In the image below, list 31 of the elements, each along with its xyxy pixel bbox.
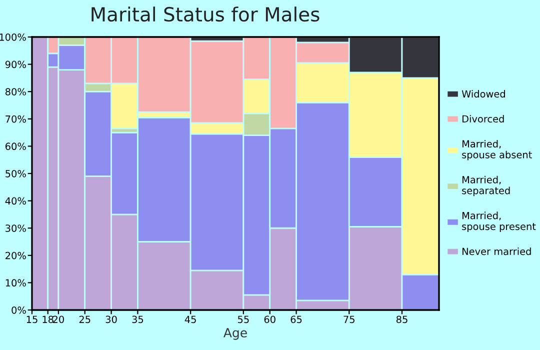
y-tick-label: 10% (6, 279, 26, 287)
y-tick-label: 50% (6, 170, 26, 178)
chart-title: Marital Status for Males (92, 6, 320, 22)
y-tick-label: 60% (6, 142, 26, 150)
y-tick-label: 0% (12, 306, 26, 314)
x-tick-label: 60 (264, 316, 276, 324)
x-tick-label: 55 (238, 316, 249, 324)
legend-label: Married, spouse present (462, 212, 536, 232)
x-tick-label: 75 (344, 316, 354, 324)
x-tick-label: 15 (26, 316, 38, 324)
legend-label: Never married (462, 248, 531, 256)
x-tick-label: 18 (42, 316, 54, 324)
x-axis-title: Age (224, 328, 247, 340)
y-tick-label: 40% (5, 197, 26, 205)
x-tick-label: 85 (396, 316, 408, 324)
x-tick-label: 30 (106, 316, 117, 324)
legend-label: Married, spouse absent (462, 140, 532, 160)
legend-label: Divorced (462, 115, 504, 123)
y-tick-label: 70% (6, 115, 26, 123)
y-tick-label: 20% (6, 252, 26, 260)
y-tick-label: 30% (6, 224, 26, 232)
x-tick-label: 65 (290, 316, 302, 324)
y-tick-label: 100% (0, 33, 26, 41)
x-tick-label: 35 (132, 316, 144, 324)
y-tick-label: 90% (5, 60, 26, 68)
x-tick-label: 25 (79, 316, 90, 324)
x-tick-label: 45 (184, 316, 196, 324)
x-tick-label: 20 (52, 316, 64, 324)
legend-label: Married, separated (462, 176, 510, 196)
legend-label: Widowed (462, 90, 505, 98)
y-tick-label: 80% (5, 88, 26, 96)
